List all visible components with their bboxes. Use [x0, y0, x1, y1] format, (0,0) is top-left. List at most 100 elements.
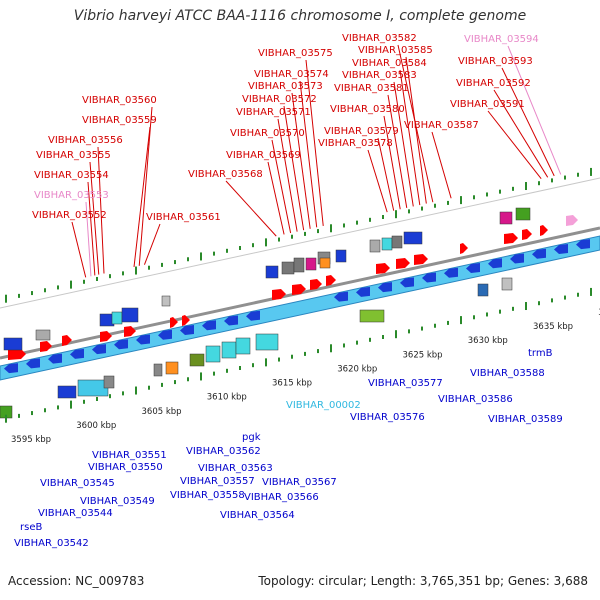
gene-box[interactable] [77, 379, 109, 397]
gene-label[interactable]: VIBHAR_03545 [40, 478, 115, 489]
forward-gene[interactable] [396, 258, 410, 269]
gene-label[interactable]: VIBHAR_03592 [456, 78, 531, 89]
gene-label[interactable]: VIBHAR_03569 [226, 150, 301, 161]
gene-label[interactable]: VIBHAR_03551 [92, 450, 167, 461]
gene-label[interactable]: VIBHAR_03576 [350, 412, 425, 423]
reverse-gene[interactable] [488, 258, 502, 269]
gene-label[interactable]: VIBHAR_03577 [368, 378, 443, 389]
gene-label[interactable]: VIBHAR_03560 [82, 95, 157, 106]
reverse-gene[interactable] [422, 272, 436, 283]
forward-gene[interactable] [124, 326, 136, 337]
forward-gene[interactable] [182, 315, 190, 326]
reverse-gene[interactable] [202, 320, 216, 331]
reverse-gene[interactable] [554, 243, 568, 254]
gene-box[interactable] [319, 257, 331, 269]
gene-box[interactable] [265, 265, 279, 279]
gene-label[interactable]: VIBHAR_03553 [34, 190, 109, 201]
gene-label[interactable]: VIBHAR_03570 [230, 128, 305, 139]
gene-label[interactable]: VIBHAR_03585 [358, 45, 433, 56]
gene-label[interactable]: VIBHAR_03575 [258, 48, 333, 59]
gene-label[interactable]: VIBHAR_03572 [242, 94, 317, 105]
gene-box[interactable] [359, 309, 385, 323]
forward-gene[interactable] [522, 229, 532, 240]
reverse-gene[interactable] [48, 353, 62, 364]
gene-label[interactable]: VIBHAR_03559 [82, 115, 157, 126]
gene-label[interactable]: VIBHAR_03587 [404, 120, 479, 131]
forward-gene[interactable] [504, 233, 518, 244]
reverse-gene[interactable] [26, 358, 40, 369]
reverse-gene[interactable] [114, 339, 128, 350]
gene-label[interactable]: VIBHAR_03542 [14, 538, 89, 549]
reverse-gene[interactable] [70, 348, 84, 359]
gene-box[interactable] [255, 333, 279, 351]
gene-label[interactable]: VIBHAR_03555 [36, 150, 111, 161]
gene-box[interactable] [189, 353, 205, 367]
reverse-gene[interactable] [92, 344, 106, 355]
forward-gene[interactable] [40, 341, 52, 352]
gene-label[interactable]: VIBHAR_03558 [170, 490, 245, 501]
reverse-gene[interactable] [158, 329, 172, 340]
gene-box[interactable] [103, 375, 115, 389]
reverse-gene[interactable] [400, 277, 414, 288]
reverse-gene[interactable] [378, 282, 392, 293]
gene-label[interactable]: VIBHAR_03557 [180, 476, 255, 487]
gene-box[interactable] [293, 257, 305, 273]
gene-box[interactable] [235, 337, 251, 355]
gene-box[interactable] [499, 211, 513, 225]
reverse-gene[interactable] [466, 263, 480, 274]
gene-box[interactable] [515, 207, 531, 221]
forward-gene[interactable] [62, 335, 72, 346]
forward-gene[interactable] [376, 263, 390, 274]
gene-box[interactable] [35, 329, 51, 341]
gene-label[interactable]: VIBHAR_03556 [48, 135, 123, 146]
gene-label[interactable]: VIBHAR_03552 [32, 210, 107, 221]
gene-box[interactable] [161, 295, 171, 307]
gene-box[interactable] [281, 261, 295, 275]
forward-gene[interactable] [292, 284, 306, 295]
gene-box[interactable] [305, 257, 317, 271]
gene-label[interactable]: VIBHAR_03554 [34, 170, 109, 181]
gene-label[interactable]: VIBHAR_03564 [220, 510, 295, 521]
forward-gene[interactable] [460, 243, 468, 254]
gene-label[interactable]: trmB [528, 348, 553, 359]
reverse-gene[interactable] [136, 334, 150, 345]
gene-label[interactable]: VIBHAR_03578 [318, 138, 393, 149]
gene-label[interactable]: VIBHAR_03591 [450, 99, 525, 110]
forward-gene[interactable] [8, 349, 26, 360]
gene-label[interactable]: VIBHAR_03574 [254, 69, 329, 80]
gene-box[interactable] [391, 235, 403, 249]
gene-label[interactable]: VIBHAR_03566 [244, 492, 319, 503]
gene-label[interactable]: VIBHAR_03580 [330, 104, 405, 115]
gene-label[interactable]: VIBHAR_03544 [38, 508, 113, 519]
forward-gene[interactable] [540, 225, 548, 236]
forward-gene[interactable] [272, 289, 286, 300]
gene-label[interactable]: VIBHAR_03588 [470, 368, 545, 379]
reverse-gene[interactable] [444, 267, 458, 278]
reverse-gene[interactable] [4, 363, 18, 374]
reverse-gene[interactable] [576, 239, 590, 250]
gene-box[interactable] [153, 363, 163, 377]
forward-gene[interactable] [100, 331, 112, 342]
gene-box[interactable] [335, 249, 347, 263]
gene-box[interactable] [205, 345, 221, 363]
forward-gene[interactable] [414, 254, 428, 265]
reverse-gene[interactable] [246, 310, 260, 321]
forward-gene[interactable] [326, 275, 336, 286]
reverse-gene[interactable] [532, 248, 546, 259]
gene-label[interactable]: VIBHAR_00002 [286, 400, 361, 411]
gene-label[interactable]: VIBHAR_03581 [334, 83, 409, 94]
gene-label[interactable]: VIBHAR_03571 [236, 107, 311, 118]
reverse-gene[interactable] [224, 315, 238, 326]
gene-label[interactable]: VIBHAR_03563 [198, 463, 273, 474]
gene-label[interactable]: VIBHAR_03593 [458, 56, 533, 67]
gene-box[interactable] [477, 283, 489, 297]
gene-label[interactable]: VIBHAR_03567 [262, 477, 337, 488]
gene-label[interactable]: VIBHAR_03579 [324, 126, 399, 137]
gene-label[interactable]: VIBHAR_03584 [352, 58, 427, 69]
gene-box[interactable] [57, 385, 77, 399]
gene-label[interactable]: VIBHAR_03583 [342, 70, 417, 81]
gene-box[interactable] [369, 239, 381, 253]
gene-label[interactable]: pgk [242, 432, 261, 443]
gene-label[interactable]: VIBHAR_03562 [186, 446, 261, 457]
